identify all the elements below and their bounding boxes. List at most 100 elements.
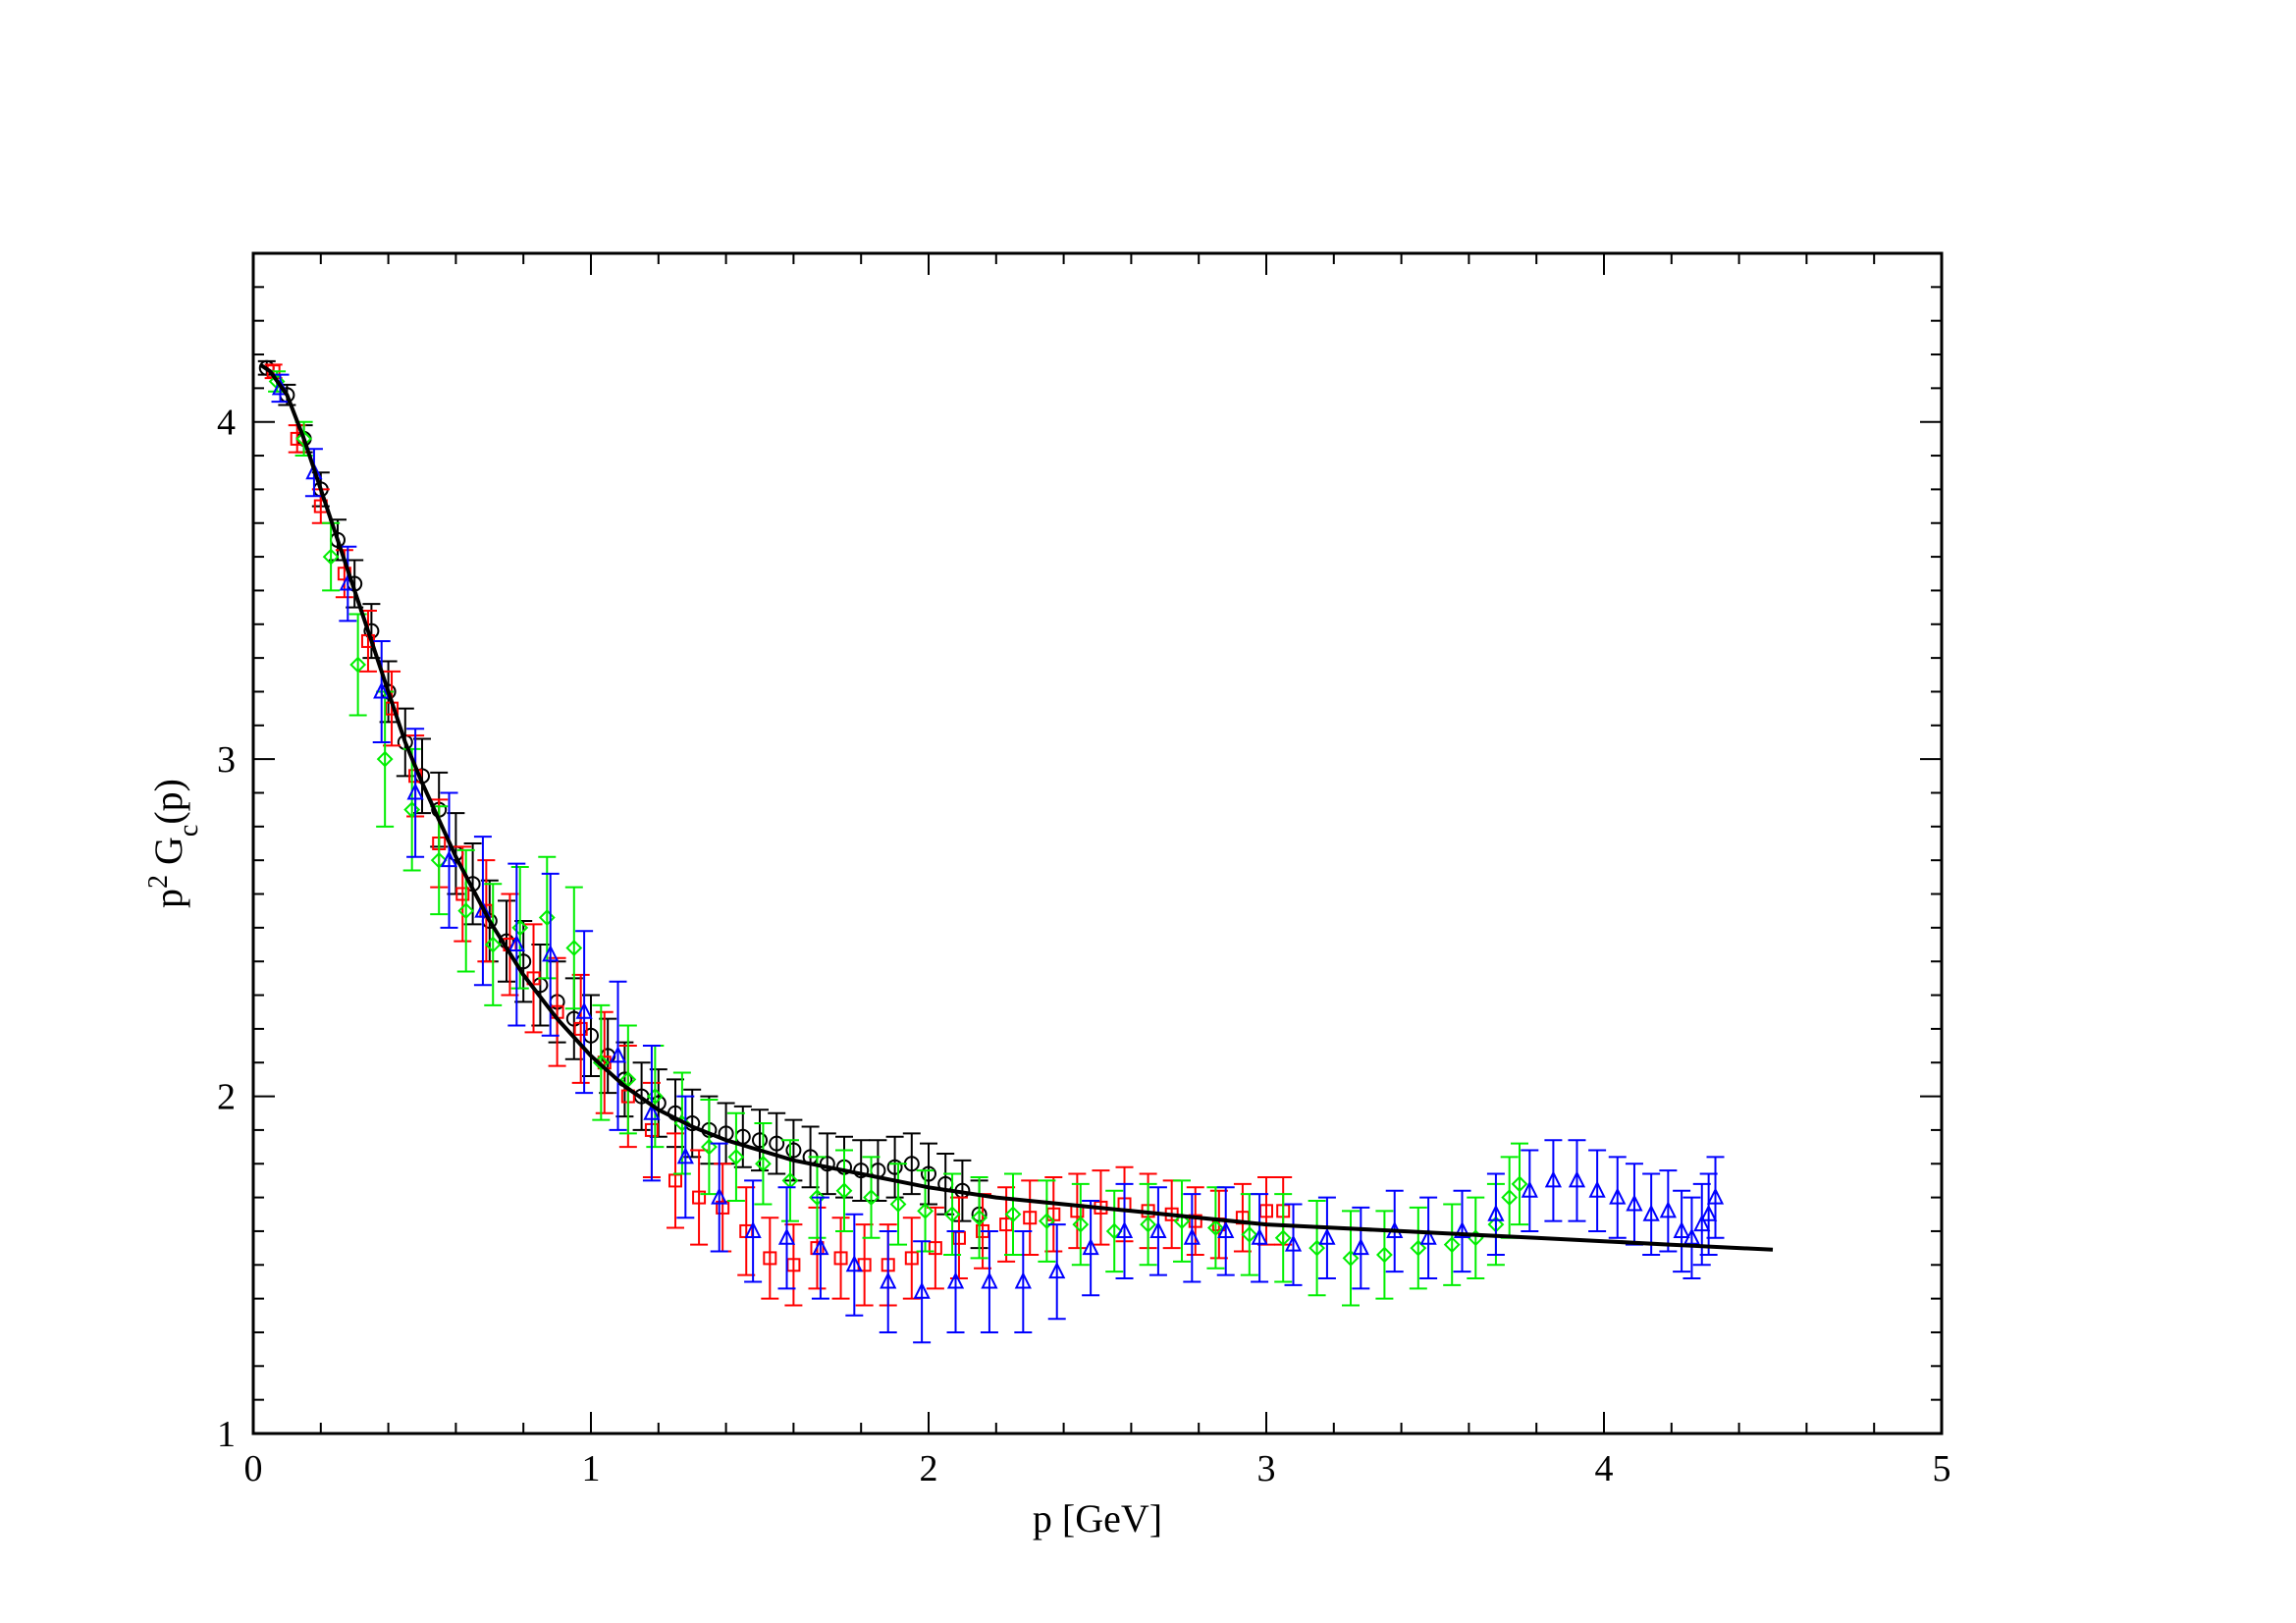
data-point xyxy=(362,603,381,660)
data-point xyxy=(1115,1182,1134,1280)
series-diamond xyxy=(268,370,1528,1307)
data-point xyxy=(1673,1189,1691,1273)
triangle-marker xyxy=(373,681,391,699)
triangle-marker xyxy=(440,849,458,868)
diamond-marker xyxy=(430,851,448,869)
data-point xyxy=(852,1139,871,1203)
data-point xyxy=(1251,1193,1269,1283)
data-point xyxy=(571,973,590,1084)
axis-ticks xyxy=(252,252,1943,1434)
circle-marker xyxy=(785,1142,802,1159)
x-tick-label: 1 xyxy=(582,1448,601,1489)
data-point xyxy=(1216,1186,1235,1276)
triangle-marker xyxy=(981,1271,998,1289)
data-point xyxy=(700,1099,719,1196)
data-point xyxy=(1419,1196,1438,1280)
square-marker xyxy=(763,1251,777,1266)
y-tick-labels: 1 2 3 4 xyxy=(217,403,236,1455)
data-point xyxy=(1071,1182,1090,1267)
data-point xyxy=(862,1156,881,1239)
data-point xyxy=(926,1206,944,1290)
triangle-marker xyxy=(1183,1227,1201,1245)
triangle-marker xyxy=(1659,1201,1677,1218)
diamond-marker xyxy=(1274,1229,1292,1247)
diamond-marker xyxy=(809,1189,826,1207)
triangle-marker xyxy=(1251,1227,1268,1245)
diamond-marker xyxy=(1443,1236,1461,1254)
data-point xyxy=(1486,1172,1505,1256)
data-point xyxy=(1568,1139,1586,1222)
diamond-marker xyxy=(700,1138,718,1156)
plot-frame xyxy=(251,251,1944,1435)
diamond-marker xyxy=(457,902,475,920)
triangle-marker xyxy=(1217,1220,1235,1238)
square-marker xyxy=(716,1200,730,1215)
data-point xyxy=(811,1196,829,1300)
circle-marker xyxy=(921,1165,936,1182)
data-point xyxy=(507,862,526,1027)
diamond-marker xyxy=(1375,1246,1393,1264)
triangle-marker xyxy=(1149,1220,1167,1238)
diamond-marker xyxy=(511,919,529,937)
y-label-sub: c xyxy=(174,825,204,837)
diamond-marker xyxy=(889,1196,907,1213)
y-tick-label: 1 xyxy=(217,1414,236,1455)
triangle-marker xyxy=(913,1281,931,1299)
data-point xyxy=(406,728,425,858)
data-point xyxy=(761,1217,779,1300)
triangle-marker xyxy=(1609,1187,1627,1205)
data-point xyxy=(1105,1189,1124,1273)
triangle-marker xyxy=(643,1103,661,1120)
data-point xyxy=(845,1213,864,1317)
triangle-marker xyxy=(474,900,492,918)
triangle-marker xyxy=(1318,1227,1336,1245)
data-point xyxy=(777,1186,796,1290)
data-point xyxy=(913,1240,932,1344)
data-point xyxy=(1608,1156,1627,1239)
data-point xyxy=(970,1175,988,1260)
series-circle xyxy=(257,359,988,1250)
diamond-marker xyxy=(1342,1250,1360,1267)
x-tick-label: 0 xyxy=(244,1448,263,1489)
series-square xyxy=(264,363,1293,1307)
data-point xyxy=(754,1122,773,1206)
triangle-marker xyxy=(676,1147,694,1164)
diamond-marker xyxy=(943,1206,961,1223)
diamond-marker xyxy=(835,1182,853,1200)
square-marker xyxy=(455,887,470,901)
data-point xyxy=(1047,1223,1066,1321)
data-point xyxy=(835,1149,853,1232)
data-point xyxy=(818,1132,836,1196)
data-point xyxy=(1453,1189,1471,1273)
triangle-marker xyxy=(609,1046,627,1063)
data-point xyxy=(943,1172,962,1256)
circle-marker xyxy=(752,1132,768,1149)
square-marker xyxy=(833,1251,848,1266)
data-point xyxy=(676,1095,695,1219)
data-point xyxy=(1500,1156,1519,1239)
data-point xyxy=(1352,1206,1370,1290)
x-tick-label: 3 xyxy=(1257,1448,1276,1489)
data-point xyxy=(372,639,391,743)
triangle-marker xyxy=(406,783,424,800)
data-point xyxy=(726,1111,745,1203)
diamond-marker xyxy=(1004,1206,1022,1223)
data-point xyxy=(646,1045,665,1149)
diamond-marker xyxy=(1038,1213,1055,1230)
data-point xyxy=(920,1142,937,1206)
diamond-marker xyxy=(1308,1239,1326,1257)
data-point xyxy=(1409,1206,1427,1290)
data-point xyxy=(690,1149,709,1246)
data-point xyxy=(1375,1210,1394,1300)
diamond-marker xyxy=(863,1189,880,1207)
diamond-marker xyxy=(646,1088,664,1105)
triangle-marker xyxy=(812,1237,829,1256)
data-point xyxy=(744,1179,763,1283)
data-point xyxy=(1206,1186,1225,1270)
triangle-marker xyxy=(1626,1194,1643,1212)
triangle-marker xyxy=(1642,1204,1660,1221)
data-point xyxy=(1588,1149,1607,1232)
diamond-marker xyxy=(1140,1216,1157,1233)
data-point xyxy=(322,521,341,592)
